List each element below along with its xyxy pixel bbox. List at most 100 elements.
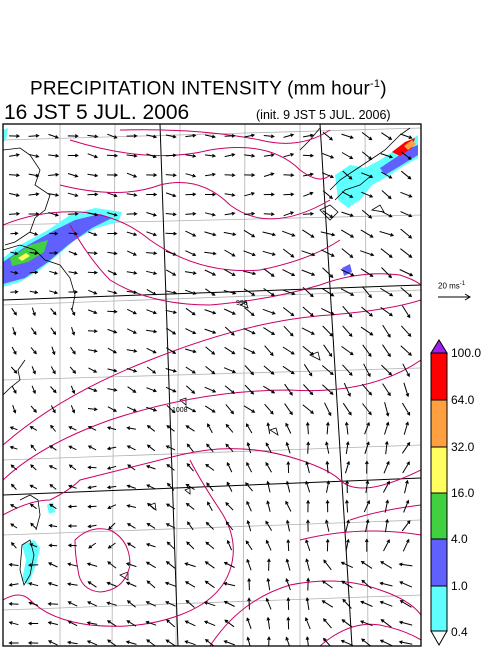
- lat-lon-grid: [3, 124, 421, 646]
- wind-arrow: [28, 212, 40, 216]
- wind-arrow: [325, 441, 330, 454]
- wind-arrow: [165, 639, 176, 646]
- wind-arrow: [47, 582, 58, 587]
- wind-arrow: [207, 501, 213, 512]
- wind-arrow: [379, 600, 393, 607]
- wind-arrow: [361, 209, 373, 219]
- wind-arrow: [243, 270, 257, 276]
- wind-arrow: [340, 269, 355, 277]
- wind-arrow: [322, 384, 334, 395]
- wind-arrow: [146, 288, 157, 296]
- wind-arrow: [303, 191, 314, 197]
- wind-arrow: [343, 382, 351, 397]
- wind-arrow: [165, 601, 176, 607]
- wind-arrow: [246, 558, 252, 571]
- wind-arrow: [88, 387, 98, 392]
- wind-arrow: [146, 270, 158, 275]
- wind-arrow: [87, 270, 98, 275]
- wind-arrow: [165, 561, 176, 569]
- wind-arrow: [223, 640, 235, 646]
- wind-arrow: [360, 326, 374, 336]
- wind-arrow: [68, 231, 79, 236]
- wind-arrow: [27, 621, 39, 626]
- wind-arrow: [244, 307, 255, 317]
- wind-arrow: [322, 131, 334, 141]
- wind-arrow: [106, 485, 117, 490]
- wind-arrow: [400, 151, 412, 160]
- wind-arrow: [67, 524, 77, 528]
- wind-arrow: [30, 405, 37, 413]
- wind-arrow: [364, 538, 369, 552]
- wind-arrow: [126, 484, 136, 489]
- wind-arrow: [27, 563, 39, 567]
- wind-arrow: [107, 251, 118, 256]
- wind-arrow: [320, 231, 336, 237]
- wind-arrow: [286, 616, 291, 630]
- wind-arrow: [8, 621, 19, 626]
- legend-swatch-1-4: [430, 538, 448, 587]
- wind-arrow: [400, 248, 413, 258]
- wind-arrow: [87, 407, 98, 412]
- wind-arrow: [246, 519, 252, 532]
- wind-arrow: [146, 173, 158, 177]
- wind-arrow: [185, 405, 197, 413]
- wind-arrow: [28, 192, 40, 197]
- wind-arrow: [67, 173, 79, 178]
- wind-arrow: [66, 582, 78, 586]
- wind-arrow: [323, 559, 332, 571]
- wind-arrow: [165, 212, 177, 217]
- wind-vectors: [8, 131, 414, 646]
- wind-arrow: [325, 519, 330, 532]
- wind-arrow: [384, 402, 390, 417]
- wind-arrow: [49, 503, 57, 510]
- wind-arrow: [283, 211, 295, 217]
- wind-arrow: [246, 461, 253, 473]
- wind-arrow: [126, 349, 138, 353]
- wind-arrow: [126, 193, 138, 197]
- wind-arrow: [264, 403, 274, 415]
- wind-arrow: [107, 639, 117, 646]
- wind-arrow: [361, 306, 374, 317]
- wind-arrow: [126, 212, 138, 216]
- wind-arrow: [225, 521, 234, 531]
- wind-arrow: [223, 308, 236, 315]
- wind-arrow: [381, 190, 392, 200]
- wind-arrow: [399, 581, 413, 588]
- wind-arrow: [205, 366, 216, 375]
- wind-arrow: [381, 267, 393, 279]
- wind-arrow: [146, 366, 157, 374]
- wind-arrow: [126, 290, 138, 295]
- wind-arrow: [50, 424, 56, 432]
- wind-arrow: [283, 173, 295, 177]
- wind-arrow: [283, 325, 294, 337]
- wind-arrow: [322, 267, 334, 279]
- wind-arrow: [47, 602, 58, 606]
- wind-arrow: [31, 307, 36, 317]
- wind-arrow: [244, 192, 255, 197]
- wind-arrow: [49, 270, 59, 275]
- wind-arrow: [146, 192, 158, 197]
- wind-arrow: [360, 561, 373, 569]
- wind-arrow: [50, 386, 57, 394]
- wind-arrow: [185, 483, 195, 491]
- wind-arrow: [146, 387, 157, 393]
- wind-arrow: [302, 229, 315, 238]
- wind-arrow: [10, 290, 19, 294]
- wind-arrow: [49, 251, 59, 255]
- wind-arrow: [127, 386, 137, 393]
- wind-arrow: [383, 460, 390, 474]
- wind-arrow: [321, 580, 333, 589]
- wind-arrow: [282, 346, 295, 355]
- wind-arrow: [166, 463, 175, 471]
- wind-arrow: [48, 465, 57, 470]
- wind-arrow: [106, 620, 117, 627]
- wind-arrow: [187, 521, 194, 531]
- wind-arrow: [263, 153, 275, 157]
- wind-arrow: [48, 193, 60, 197]
- wind-arrow: [364, 421, 370, 435]
- wind-arrow: [361, 286, 372, 299]
- wind-arrow: [49, 290, 59, 295]
- wind-arrow: [285, 480, 291, 493]
- wind-arrow: [325, 421, 330, 435]
- wind-arrow: [286, 597, 291, 610]
